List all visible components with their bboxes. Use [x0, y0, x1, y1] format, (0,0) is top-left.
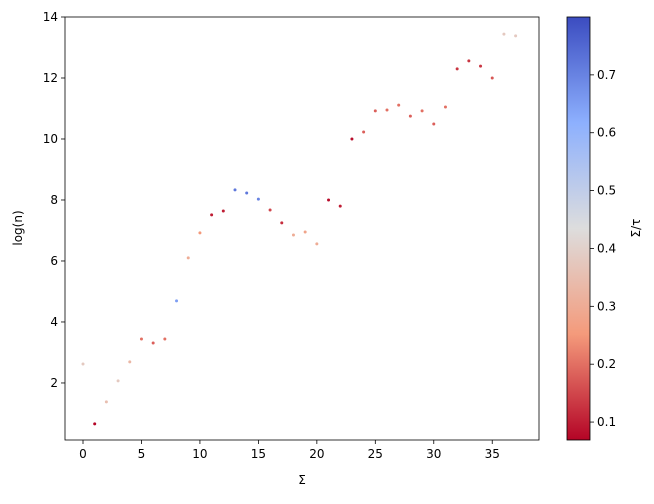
- y-tick-label: 12: [43, 71, 58, 85]
- point: [291, 233, 295, 237]
- point: [163, 337, 167, 341]
- point: [303, 230, 307, 234]
- point: [408, 114, 412, 118]
- y-tick-label: 2: [50, 376, 58, 390]
- colorbar-tick-label: 0.6: [597, 126, 616, 140]
- point: [338, 204, 342, 208]
- point: [502, 32, 506, 36]
- point: [362, 130, 366, 134]
- point: [514, 34, 518, 38]
- x-tick-label: 30: [426, 447, 441, 461]
- point: [315, 242, 319, 246]
- x-tick-label: 0: [79, 447, 87, 461]
- point: [175, 299, 179, 303]
- x-tick-label: 35: [485, 447, 500, 461]
- point: [385, 108, 389, 112]
- point: [327, 198, 331, 202]
- point: [233, 188, 237, 192]
- point: [420, 109, 424, 113]
- colorbar: [566, 16, 591, 441]
- point: [350, 137, 354, 141]
- x-tick-label: 15: [251, 447, 266, 461]
- y-tick-label: 10: [43, 132, 58, 146]
- point: [186, 256, 190, 260]
- point: [490, 76, 494, 80]
- colorbar-tick-label: 0.4: [597, 241, 616, 255]
- y-tick-label: 4: [50, 315, 58, 329]
- point: [373, 109, 377, 113]
- point: [221, 209, 225, 213]
- point: [116, 379, 120, 383]
- colorbar-tick-label: 0.7: [597, 68, 616, 82]
- y-tick-label: 14: [43, 10, 58, 24]
- point: [210, 213, 214, 217]
- point: [467, 59, 471, 63]
- point: [268, 208, 272, 212]
- y-tick-label: 8: [50, 193, 58, 207]
- point: [93, 422, 97, 426]
- x-tick-label: 5: [138, 447, 146, 461]
- point: [104, 400, 108, 404]
- point: [151, 341, 155, 345]
- point: [443, 105, 447, 109]
- point: [432, 122, 436, 126]
- point: [198, 231, 202, 235]
- point: [479, 64, 483, 68]
- colorbar-tick-label: 0.3: [597, 299, 616, 313]
- colorbar-tick-label: 0.5: [597, 184, 616, 198]
- plot-frame: [64, 16, 540, 441]
- x-tick-label: 20: [309, 447, 324, 461]
- colorbar-tick-label: 0.1: [597, 415, 616, 429]
- point: [245, 191, 249, 195]
- colorbar-label: Σ/τ: [629, 219, 643, 238]
- point: [128, 360, 132, 364]
- y-tick-label: 6: [50, 254, 58, 268]
- colorbar-tick-label: 0.2: [597, 357, 616, 371]
- x-tick-label: 10: [192, 447, 207, 461]
- point: [397, 103, 401, 107]
- x-tick-label: 25: [368, 447, 383, 461]
- point: [81, 362, 85, 366]
- point: [256, 197, 260, 201]
- x-axis-label: Σ: [298, 473, 306, 487]
- point: [455, 67, 459, 71]
- point: [139, 337, 143, 341]
- point: [280, 221, 284, 225]
- y-axis-label: log(n): [11, 210, 25, 245]
